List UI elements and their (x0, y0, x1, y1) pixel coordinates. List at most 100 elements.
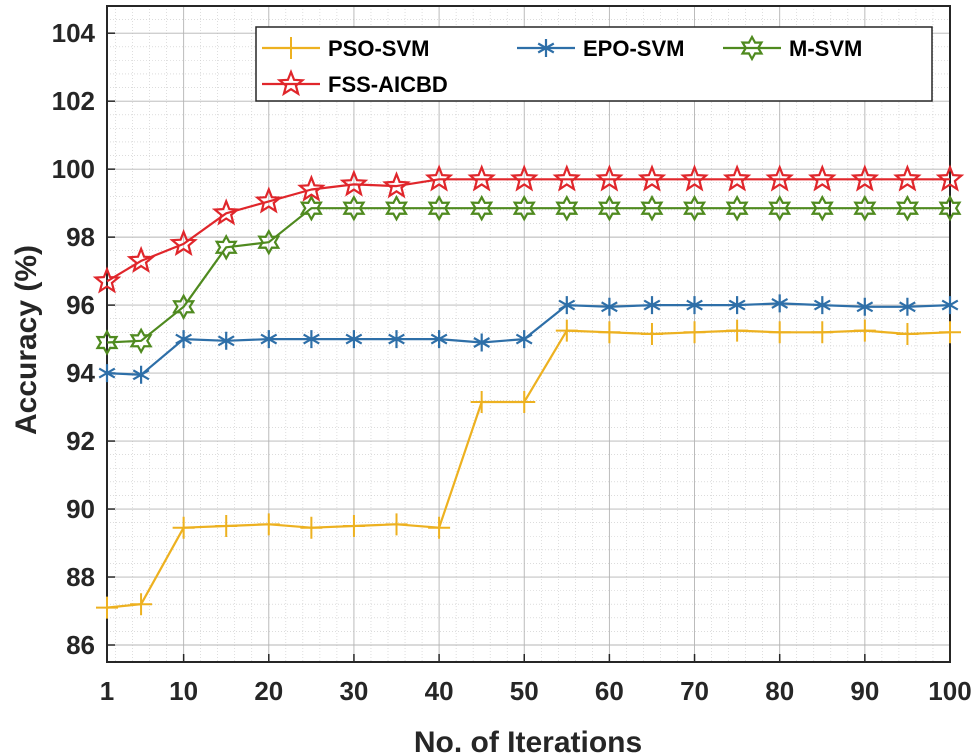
y-tick-label: 90 (66, 494, 95, 524)
legend-entry: PSO-SVM (262, 36, 429, 61)
data-point (856, 297, 874, 316)
minor-grid (107, 6, 950, 662)
data-point (725, 194, 749, 222)
data-point (388, 330, 405, 349)
y-tick-label: 102 (52, 86, 95, 116)
data-point (598, 321, 621, 344)
data-point (130, 593, 153, 616)
x-tick-label: 40 (425, 676, 454, 706)
x-tick-label: 70 (680, 676, 709, 706)
series-layer (92, 164, 965, 619)
legend-marker (537, 39, 555, 57)
y-tick-label: 86 (66, 630, 95, 660)
data-point (512, 194, 536, 222)
data-point (853, 194, 877, 222)
legend-entry: FSS-AICBD (262, 69, 448, 97)
data-point (96, 596, 118, 619)
legend-marker (740, 34, 764, 62)
data-point (683, 194, 707, 222)
data-point (683, 321, 706, 344)
data-point (686, 296, 703, 315)
data-point (424, 164, 454, 192)
data-point (473, 333, 491, 352)
data-point (342, 515, 365, 538)
data-point (938, 194, 962, 222)
data-point (214, 233, 238, 261)
legend-label: FSS-AICBD (328, 72, 448, 97)
series-line (106, 178, 950, 283)
data-point (257, 513, 280, 536)
data-point (470, 390, 493, 413)
x-tick-label: 20 (254, 676, 283, 706)
legend-marker (276, 69, 306, 97)
data-point (92, 266, 122, 294)
data-point (129, 327, 153, 355)
data-point (217, 331, 235, 350)
data-point (467, 164, 496, 192)
data-point (680, 164, 709, 192)
data-point (345, 330, 363, 349)
legend: PSO-SVM EPO-SVM M-SVM FSS-AICBD (255, 26, 933, 102)
y-tick-label: 92 (66, 426, 95, 456)
data-point (808, 164, 837, 192)
data-point (95, 329, 119, 356)
y-tick-label: 96 (66, 290, 95, 320)
y-axis-label: Accuracy (%) (10, 245, 43, 435)
data-point (132, 365, 150, 384)
legend-label: PSO-SVM (328, 36, 429, 61)
data-point (896, 323, 919, 345)
y-tick-label: 100 (52, 154, 95, 184)
data-point (427, 194, 451, 222)
data-point (853, 319, 876, 342)
data-point (470, 194, 494, 222)
data-point (768, 321, 791, 344)
data-point (300, 516, 323, 539)
data-point (595, 164, 624, 192)
legend-label: EPO-SVM (583, 36, 684, 61)
data-point (126, 245, 156, 274)
data-point (172, 293, 196, 321)
data-point (382, 171, 411, 199)
data-point (385, 194, 408, 222)
data-point (893, 164, 922, 192)
data-point (555, 194, 579, 222)
y-tick-label: 104 (52, 18, 96, 48)
data-point (428, 516, 451, 539)
x-axis-label: No. of Iterations (414, 726, 642, 756)
data-point (257, 228, 281, 256)
data-point (640, 323, 663, 345)
series-epo-svm (98, 294, 959, 384)
data-point (640, 194, 664, 222)
data-point (98, 364, 116, 383)
data-point (555, 319, 578, 342)
axis-ticks: 1 10 20 30 40 50 60 70 80 90 100 86 88 90 92 94 96 98 100 1… (52, 18, 972, 706)
data-point (260, 330, 278, 349)
legend-label: M-SVM (789, 36, 862, 61)
data-point (813, 296, 831, 315)
data-point (297, 174, 326, 202)
data-point (899, 297, 916, 316)
data-point (935, 164, 965, 192)
data-point (722, 164, 752, 192)
x-tick-label: 10 (169, 676, 198, 706)
series-line (106, 207, 950, 344)
data-point (939, 321, 961, 344)
data-point (810, 194, 834, 222)
legend-entry: M-SVM (723, 34, 862, 62)
x-tick-label: 50 (510, 676, 539, 706)
data-point (303, 330, 320, 349)
legend-entry: EPO-SVM (517, 36, 684, 61)
data-point (552, 164, 582, 192)
data-point (169, 228, 198, 257)
data-point (172, 516, 195, 539)
y-tick-label: 88 (66, 562, 95, 592)
legend-box (255, 26, 933, 102)
data-point (175, 330, 192, 349)
data-point (850, 164, 880, 192)
data-point (430, 330, 448, 349)
data-point (643, 296, 661, 315)
data-point (509, 164, 539, 192)
data-point (601, 297, 618, 316)
data-point (597, 194, 621, 222)
